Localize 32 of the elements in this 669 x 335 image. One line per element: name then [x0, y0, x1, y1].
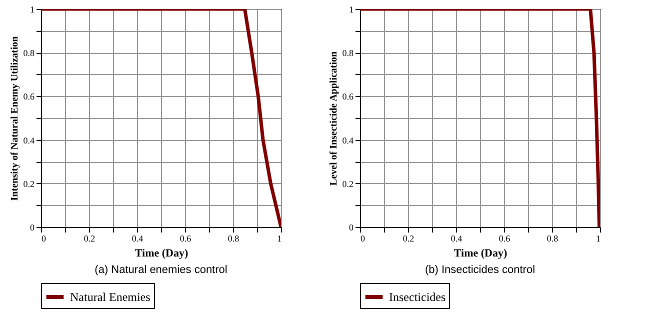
y-tick-label: 0.2 — [23, 178, 34, 189]
x-tick-label: 1 — [277, 234, 282, 244]
text: (a) Natural enemies control — [94, 264, 228, 276]
x-tick-label: 0.2 — [84, 234, 96, 244]
x-tick-label: 0.2 — [402, 234, 414, 244]
x-axis-title: Time (Day) — [134, 248, 188, 260]
y-tick-label: 1 — [349, 4, 354, 14]
y-tick-label: 0.4 — [23, 135, 35, 146]
x-tick-label: 0.8 — [546, 234, 559, 244]
x-tick-label: 0 — [360, 234, 366, 244]
y-tick-label: 0 — [349, 222, 354, 232]
y-tick-label: 0.8 — [23, 48, 35, 58]
y-tick-label: 0.8 — [342, 48, 354, 58]
legend-label: Natural Enemies — [70, 290, 151, 304]
text: (b) Insecticides control — [424, 264, 536, 276]
y-tick-label: 0.6 — [23, 92, 35, 102]
x-tick-label: 0.8 — [228, 234, 240, 244]
y-tick-label: 0 — [30, 222, 35, 232]
x-tick-label: 0.4 — [450, 234, 463, 244]
x-axis-title: Time (Day) — [454, 248, 508, 260]
x-tick-label: 0 — [42, 234, 46, 244]
x-tick-label: 0.6 — [498, 234, 511, 244]
y-tick-label: 0.4 — [342, 135, 354, 146]
y-tick-label: 1 — [30, 4, 34, 14]
x-tick-label: 0.4 — [132, 234, 144, 244]
x-tick-label: 1 — [596, 234, 600, 244]
y-axis-title: Level of Insecticide Application — [328, 50, 340, 186]
y-tick-label: 0.2 — [342, 178, 354, 189]
legend-label: Insecticides — [389, 290, 446, 304]
x-tick-label: 0.6 — [180, 234, 192, 244]
y-tick-label: 0.6 — [342, 92, 354, 102]
y-axis-title: Intensity of Natural Enemy Utilization — [9, 36, 20, 201]
